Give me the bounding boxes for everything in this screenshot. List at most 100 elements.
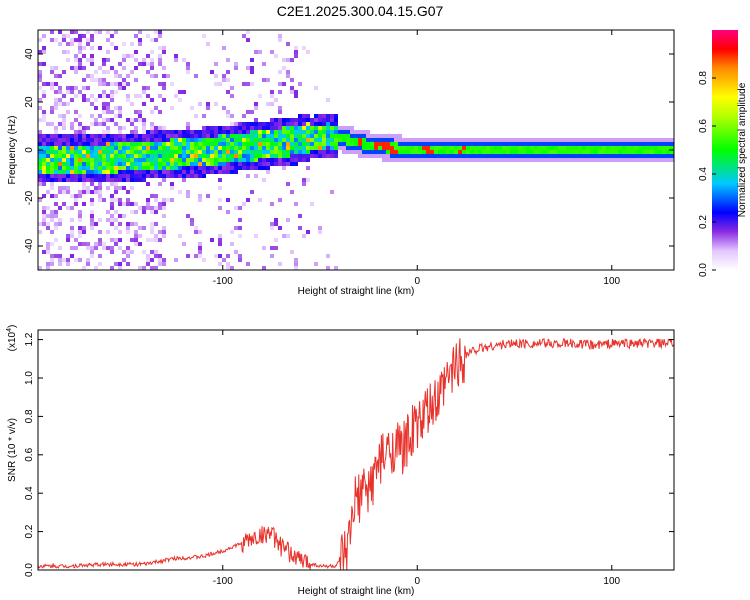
spectrogram-cell: [238, 138, 242, 142]
spectrogram-cell: [138, 242, 142, 246]
spectrogram-cell: [94, 242, 98, 246]
spectrogram-cell: [250, 138, 254, 142]
spectrogram-cell: [242, 166, 246, 170]
spectrogram-cell: [238, 254, 242, 258]
spectrogram-cell: [350, 134, 354, 138]
spectrogram-cell: [170, 138, 174, 142]
spectrogram-cell: [222, 106, 226, 110]
spectrogram-cell: [406, 150, 410, 154]
spectrogram-cell: [326, 122, 330, 126]
spectrogram-cell: [214, 166, 218, 170]
spectrogram-cell: [102, 122, 106, 126]
spectrogram-cell: [162, 170, 166, 174]
spectrogram-cell: [362, 150, 366, 154]
spectrogram-cell: [274, 54, 278, 58]
spectrogram-cell: [510, 138, 514, 142]
spectrogram-cell: [502, 138, 506, 142]
spectrogram-cell: [182, 242, 186, 246]
spectrogram-cell: [186, 154, 190, 158]
spectrogram-cell: [246, 162, 250, 166]
spectrogram-cell: [498, 154, 502, 158]
spectrogram-cell: [138, 118, 142, 122]
spectrogram-cell: [50, 230, 54, 234]
spectrogram-cell: [98, 134, 102, 138]
spectrogram-cell: [90, 254, 94, 258]
spectrogram-cell: [670, 146, 674, 150]
spectrogram-cell: [154, 38, 158, 42]
spectrogram-cell: [554, 138, 558, 142]
spectrogram-cell: [50, 174, 54, 178]
spectrogram-cell: [318, 230, 322, 234]
spectrogram-cell: [54, 146, 58, 150]
spectrogram-cell: [290, 146, 294, 150]
spectrogram-cell: [562, 158, 566, 162]
spectrogram-cell: [386, 154, 390, 158]
spectrogram-cell: [150, 162, 154, 166]
spectrogram-cell: [622, 142, 626, 146]
spectrogram-cell: [122, 86, 126, 90]
spectrogram-cell: [634, 138, 638, 142]
spectrogram-cell: [146, 86, 150, 90]
spectrogram-cell: [230, 242, 234, 246]
spectrogram-cell: [94, 154, 98, 158]
spectrogram-cell: [422, 154, 426, 158]
spectrogram-cell: [182, 170, 186, 174]
spectrogram-cell: [218, 138, 222, 142]
spectrogram-cell: [50, 86, 54, 90]
spectrogram-cell: [306, 154, 310, 158]
spectrogram-cell: [602, 142, 606, 146]
spectrogram-cell: [222, 150, 226, 154]
spectrogram-cell: [66, 142, 70, 146]
spectrogram-cell: [114, 210, 118, 214]
spectrogram-cell: [406, 158, 410, 162]
spectrogram-cell: [98, 94, 102, 98]
spectrogram-cell: [194, 134, 198, 138]
spectrogram-cell: [130, 222, 134, 226]
spectrogram-cell: [474, 146, 478, 150]
spectrogram-cell: [470, 138, 474, 142]
spectrogram-cell: [358, 134, 362, 138]
spectrogram-cell: [110, 110, 114, 114]
spectrogram-cell: [230, 158, 234, 162]
spectrogram-cell: [198, 102, 202, 106]
spectrogram-cell: [162, 258, 166, 262]
spectrogram-cell: [106, 134, 110, 138]
spectrogram-cell: [606, 150, 610, 154]
spectrogram-cell: [98, 150, 102, 154]
spectrogram-cell: [110, 118, 114, 122]
spectrogram-cell: [94, 222, 98, 226]
spectrogram-cell: [214, 162, 218, 166]
spectrogram-cell: [230, 230, 234, 234]
spectrogram-cell: [218, 206, 222, 210]
spectrogram-cell: [50, 142, 54, 146]
spectrogram-cell: [146, 182, 150, 186]
spectrogram-cell: [258, 130, 262, 134]
spectrogram-cell: [274, 126, 278, 130]
spectrogram-cell: [314, 154, 318, 158]
spectrogram-cell: [114, 174, 118, 178]
spectrogram-cell: [182, 178, 186, 182]
spectrogram-cell: [122, 170, 126, 174]
spectrogram-cell: [526, 154, 530, 158]
spectrogram-cell: [282, 162, 286, 166]
spectrogram-cell: [334, 142, 338, 146]
spectrogram-cell: [510, 146, 514, 150]
spectrogram-cell: [606, 138, 610, 142]
spectrogram-cell: [90, 114, 94, 118]
spectrogram-cell: [118, 222, 122, 226]
spectrogram-cell: [74, 138, 78, 142]
spectrogram-cell: [178, 158, 182, 162]
spectrogram-cell: [286, 150, 290, 154]
spectrogram-cell: [142, 170, 146, 174]
spectrogram-cell: [202, 162, 206, 166]
spectrogram-cell: [102, 62, 106, 66]
spectrogram-cell: [194, 158, 198, 162]
spectrogram-cell: [58, 150, 62, 154]
spectrogram-cell: [430, 142, 434, 146]
spectrogram-cell: [286, 70, 290, 74]
spectrogram-cell: [186, 254, 190, 258]
spectrogram-cell: [190, 154, 194, 158]
spectrogram-cell: [194, 74, 198, 78]
spectrogram-cell: [210, 162, 214, 166]
spectrogram-cell: [90, 78, 94, 82]
